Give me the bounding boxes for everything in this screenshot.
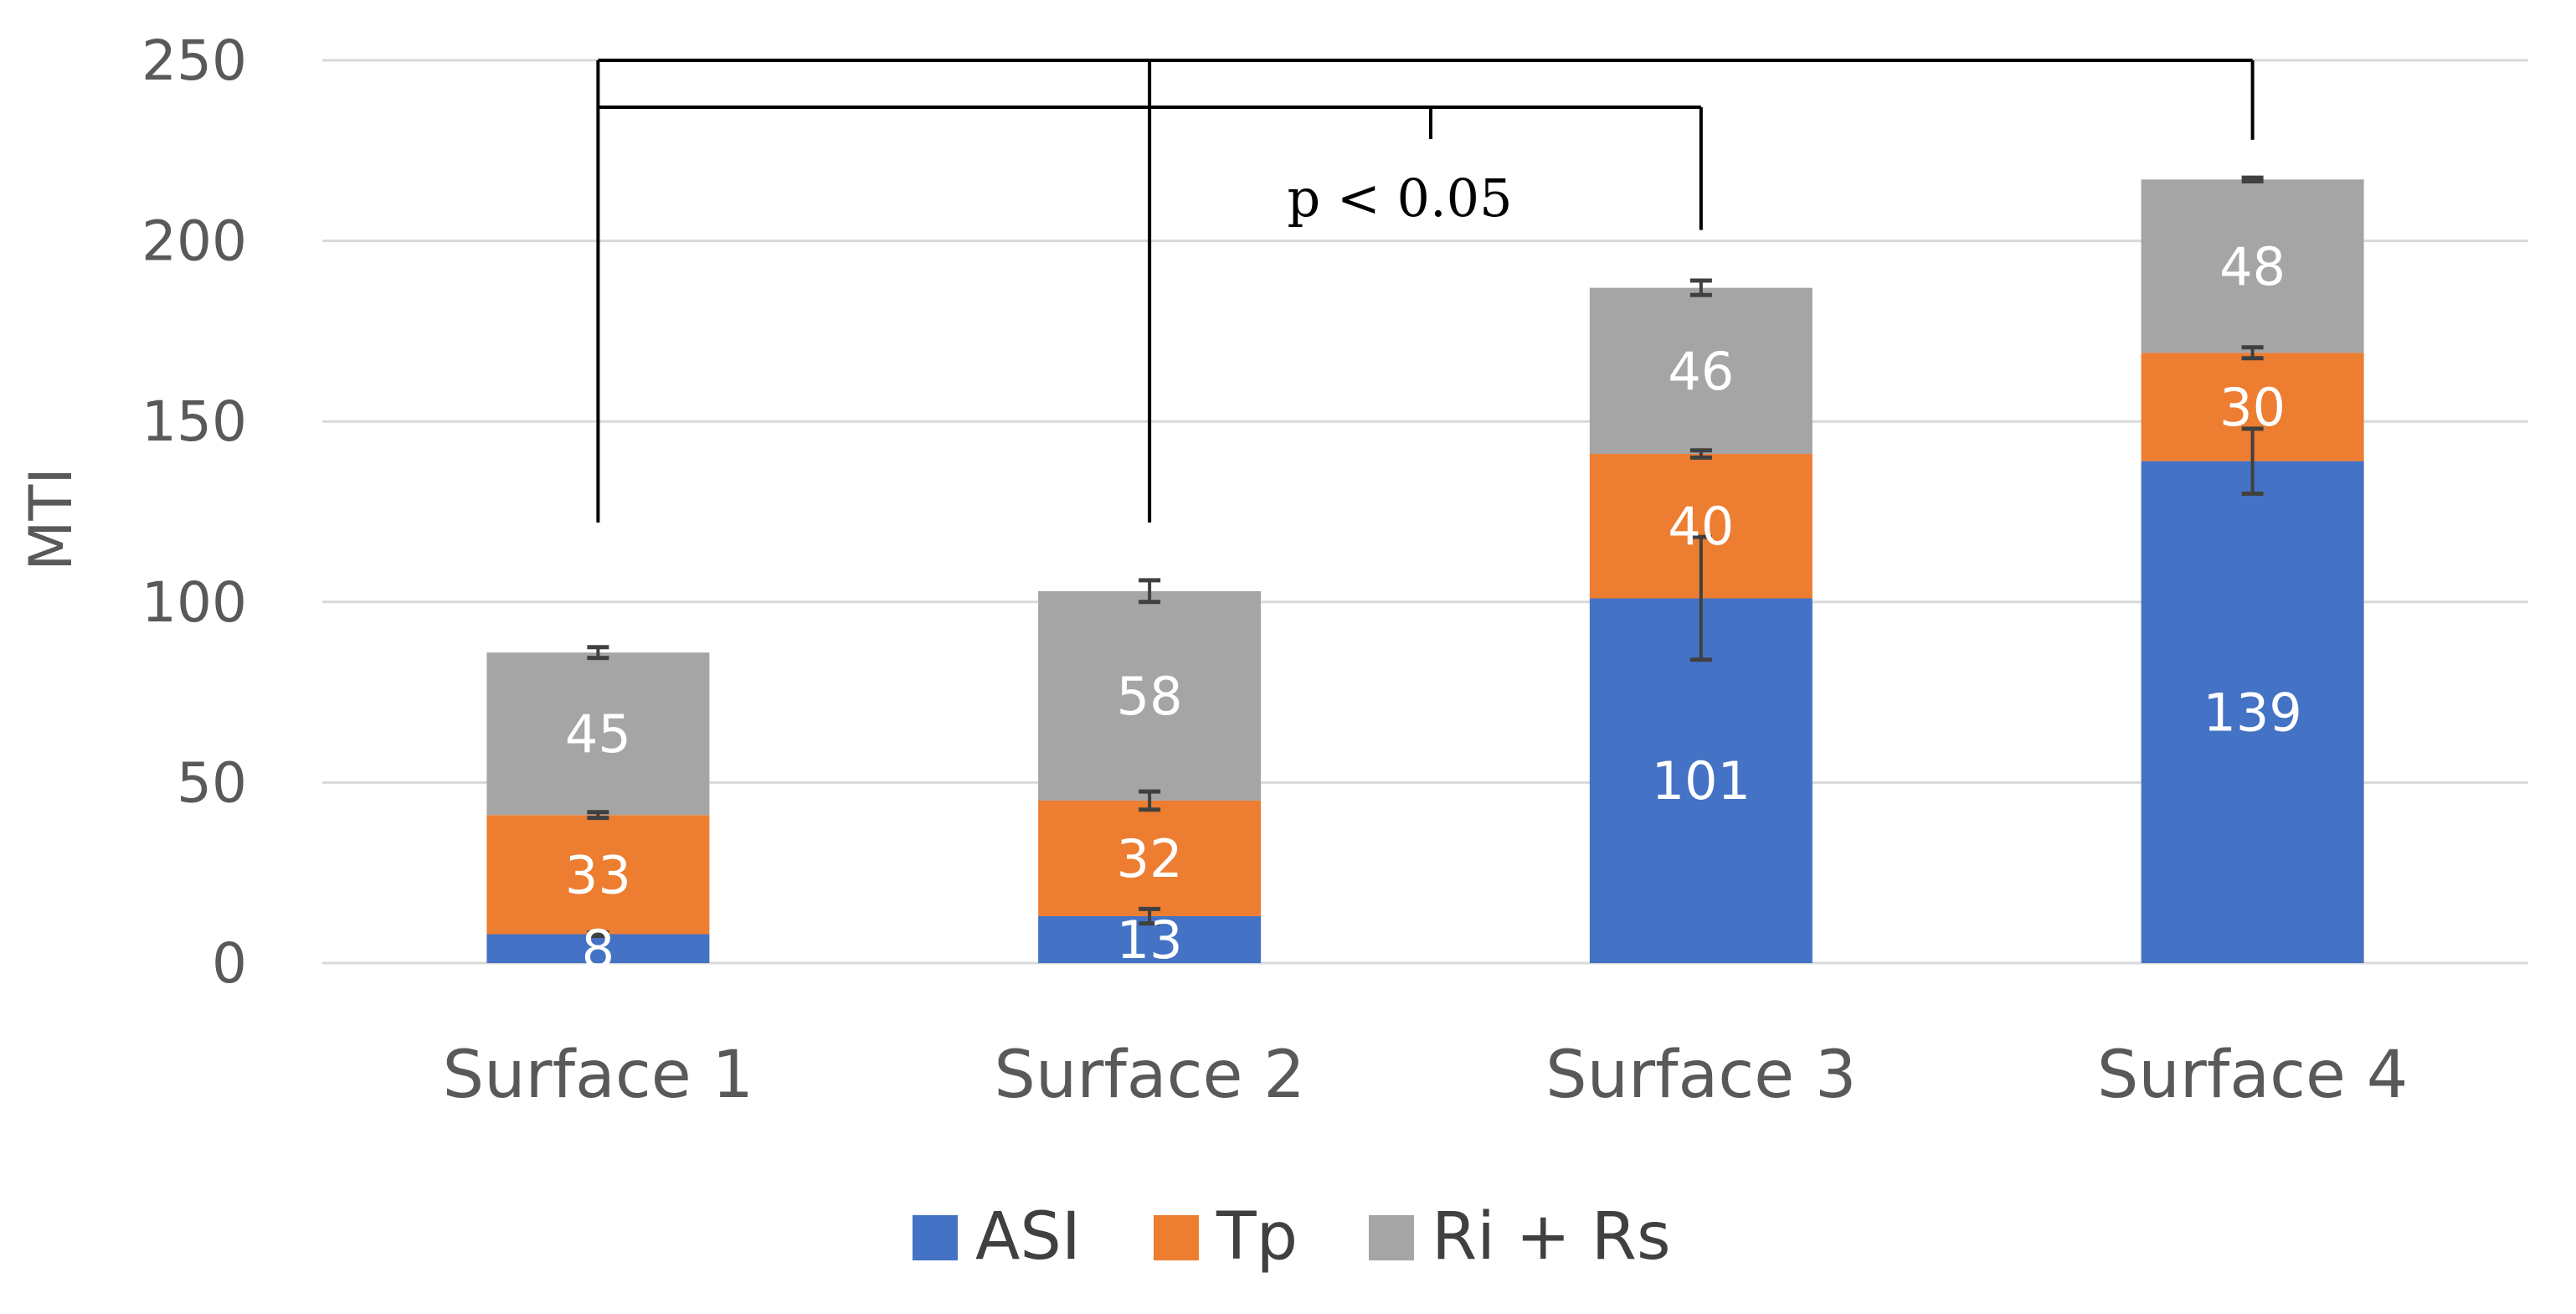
data-label: 32 [1117, 828, 1183, 889]
legend-label: Ri + Rs [1432, 1199, 1671, 1275]
data-labels: 8 33 45 13 32 58 101 40 46 139 30 48 [565, 236, 2302, 980]
bar-segment [1038, 590, 1262, 801]
y-tick-label: 200 [141, 209, 247, 274]
y-tick-label: 0 [212, 931, 247, 996]
significance-label: p < 0.05 [1287, 167, 1512, 229]
legend-swatch [913, 1215, 958, 1260]
bars [486, 179, 2364, 963]
significance-brackets [596, 59, 2255, 523]
data-label: 40 [1668, 496, 1734, 557]
data-label: 45 [565, 703, 631, 765]
y-tick-label: 50 [177, 750, 247, 815]
bar-segment [486, 934, 710, 963]
legend-swatch [1154, 1215, 1199, 1260]
bar-segment [2141, 179, 2364, 353]
y-axis-ticks: 0 50 100 150 200 250 [141, 28, 247, 996]
bar-segment [486, 652, 710, 816]
x-axis-categories: Surface 1 Surface 2 Surface 3 Surface 4 [443, 1038, 2409, 1113]
x-category-label: Surface 4 [2097, 1038, 2409, 1113]
data-label: 13 [1117, 909, 1183, 971]
bar-segment [1038, 800, 1262, 916]
data-label: 8 [582, 919, 614, 980]
legend-label: ASI [975, 1199, 1081, 1275]
data-label: 139 [2203, 682, 2301, 743]
legend-swatch [1369, 1215, 1414, 1260]
data-label: 33 [565, 844, 631, 905]
y-tick-label: 250 [141, 28, 247, 93]
y-axis-label: MTI [17, 467, 85, 571]
x-category-label: Surface 3 [1545, 1038, 1857, 1113]
error-bars [587, 175, 2264, 939]
data-label: 30 [2219, 377, 2285, 438]
data-label: 48 [2219, 236, 2285, 297]
y-tick-label: 150 [141, 389, 247, 454]
data-label: 58 [1117, 666, 1183, 727]
bar-segment [486, 815, 710, 935]
x-category-label: Surface 2 [994, 1038, 1305, 1113]
y-tick-label: 100 [141, 570, 247, 635]
data-label: 46 [1668, 341, 1734, 402]
data-label: 101 [1652, 750, 1751, 812]
bar-segment [2141, 461, 2364, 963]
bar-segment [1589, 287, 1812, 455]
x-category-label: Surface 1 [443, 1038, 754, 1113]
legend: ASI Tp Ri + Rs [913, 1199, 1671, 1275]
legend-label: Tp [1216, 1199, 1298, 1275]
